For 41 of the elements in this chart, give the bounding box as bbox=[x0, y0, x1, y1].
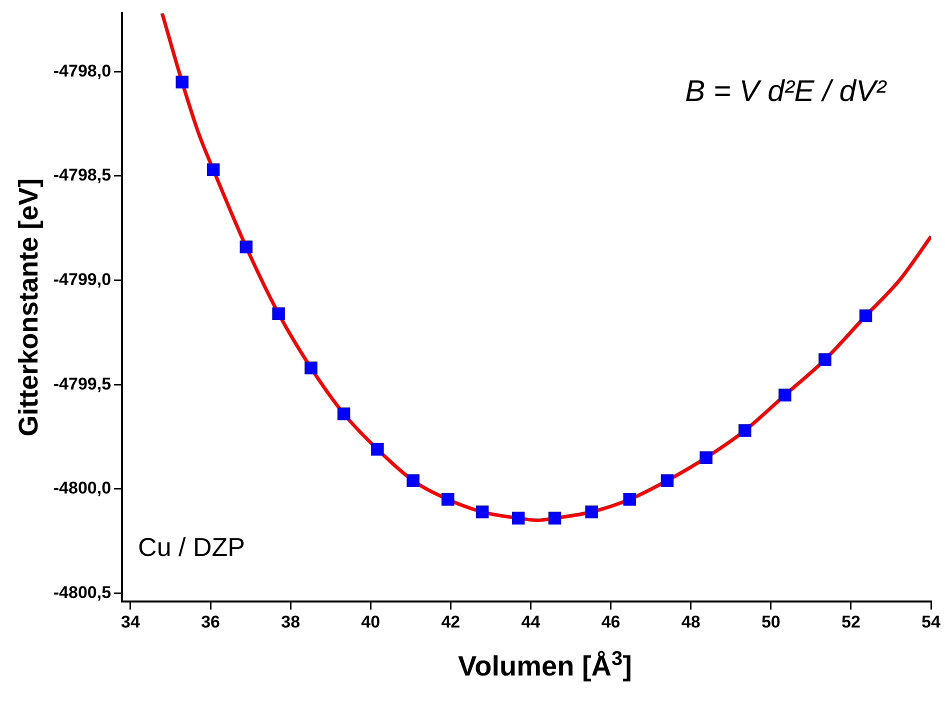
y-tick-label: -4798,0 bbox=[53, 61, 112, 80]
x-tick-label: 52 bbox=[841, 612, 860, 632]
point bbox=[548, 512, 562, 525]
point bbox=[623, 492, 636, 506]
point bbox=[859, 309, 872, 322]
point bbox=[585, 506, 598, 518]
x-tick-label: 46 bbox=[601, 612, 620, 632]
point bbox=[371, 442, 384, 456]
y-axis-title: Gitterkonstante [eV] bbox=[14, 178, 44, 436]
point bbox=[337, 407, 350, 420]
point bbox=[476, 506, 489, 518]
point bbox=[778, 388, 792, 402]
point bbox=[206, 163, 220, 176]
point bbox=[818, 353, 832, 366]
point bbox=[660, 474, 674, 487]
x-tick-label: 44 bbox=[521, 612, 541, 632]
point bbox=[406, 474, 420, 487]
point bbox=[512, 512, 525, 525]
y-tick-label: -4800,0 bbox=[53, 478, 112, 498]
y-tick-label: -4800,5 bbox=[53, 582, 112, 602]
annotation: B = V d²E / dV² bbox=[685, 75, 886, 110]
x-tick-label: 54 bbox=[922, 612, 941, 632]
x-tick-label: 34 bbox=[121, 612, 140, 632]
point bbox=[442, 492, 454, 506]
x-tick-label: 42 bbox=[441, 612, 460, 632]
y-tick-label: -4798,5 bbox=[53, 166, 112, 185]
point bbox=[700, 451, 712, 464]
x-tick-label: 38 bbox=[281, 612, 300, 632]
y-tick-label: -4799,5 bbox=[53, 374, 112, 394]
x-tick-label: 36 bbox=[201, 612, 220, 632]
x-tick-label: 40 bbox=[361, 612, 380, 632]
y-tick-label: -4799,0 bbox=[53, 270, 112, 289]
point bbox=[176, 76, 188, 88]
point bbox=[272, 307, 285, 320]
point bbox=[304, 362, 318, 374]
x-axis-title: Volumen [Å$^{3}$] bbox=[457, 648, 633, 682]
x-tick-label: 48 bbox=[681, 612, 700, 632]
point bbox=[240, 240, 253, 254]
x-tick-label: 50 bbox=[761, 612, 780, 632]
annotation: Cu / DZP bbox=[138, 532, 245, 563]
point bbox=[738, 424, 752, 437]
